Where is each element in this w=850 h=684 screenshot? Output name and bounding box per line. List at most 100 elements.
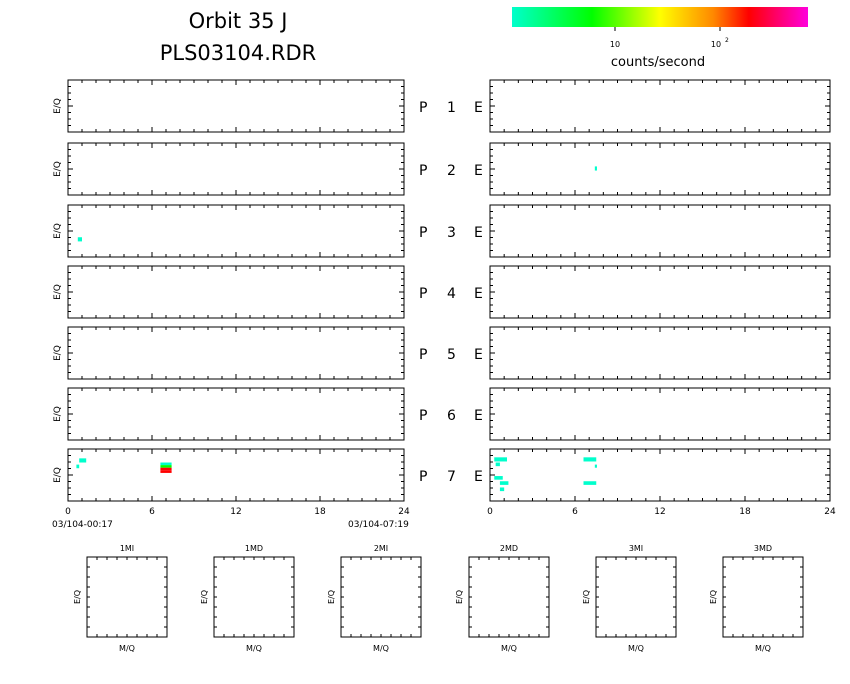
spectrogram-cell bbox=[160, 462, 172, 466]
time-axis: 0 0 6 6 12 12 18 18 24 24 bbox=[65, 507, 836, 517]
mass-panel-xlabel: M/Q bbox=[373, 644, 389, 653]
mass-panel-frame bbox=[468, 556, 550, 638]
right-time-tick-label: 18 bbox=[739, 507, 751, 517]
right-time-tick-label: 6 bbox=[572, 507, 578, 517]
panel-letter-p: P bbox=[419, 408, 427, 424]
spectrogram-cell bbox=[76, 464, 80, 469]
spectrogram-cell bbox=[494, 457, 507, 462]
title-filename: PLS03104.RDR bbox=[160, 41, 317, 65]
panel-ylabel: E/Q bbox=[53, 467, 63, 483]
spectrogram-cell bbox=[495, 462, 500, 467]
mass-panel-xlabel: M/Q bbox=[246, 644, 262, 653]
panel-letter-e: E bbox=[474, 469, 483, 485]
panel-letter-p: P bbox=[419, 286, 427, 302]
panel-number: 7 bbox=[447, 469, 456, 485]
panel-number: 1 bbox=[447, 100, 456, 116]
panel-letter-e: E bbox=[474, 408, 483, 424]
title-orbit: Orbit 35 J bbox=[189, 9, 288, 33]
spectrogram-cell bbox=[594, 464, 597, 468]
colorbar-label-10: 10 bbox=[610, 40, 620, 49]
panel-letter-e: E bbox=[474, 225, 483, 241]
panel-left-2-frame bbox=[67, 142, 405, 196]
mass-panel-xlabel: M/Q bbox=[628, 644, 644, 653]
mass-panel-frame bbox=[340, 556, 422, 638]
panel-left-4-frame bbox=[67, 265, 405, 319]
spectrogram-cells bbox=[76, 166, 597, 492]
spectrogram-cell bbox=[77, 237, 82, 242]
left-time-tick-label: 12 bbox=[230, 507, 241, 517]
mass-panel-ylabel: E/Q bbox=[582, 590, 591, 604]
spectrogram-cell bbox=[160, 465, 172, 468]
mass-panel-title: 3MI bbox=[629, 544, 643, 553]
panel-right-6-frame bbox=[489, 387, 831, 441]
mass-panel-ylabel: E/Q bbox=[327, 590, 336, 604]
right-time-tick-label: 12 bbox=[654, 507, 665, 517]
left-time-tick-label: 6 bbox=[149, 507, 155, 517]
panel-letter-p: P bbox=[419, 100, 427, 116]
spectrogram-panels: E/Q P 1 E E/Q P 2 E E/Q P 3 E E/Q P 4 E E/Q P 5 E E/Q P 6 E E/Q P… bbox=[53, 79, 831, 502]
mass-panel-ylabel: E/Q bbox=[200, 590, 209, 604]
mass-panel-ylabel: E/Q bbox=[709, 590, 718, 604]
panel-left-7-frame bbox=[67, 448, 405, 502]
mass-panel-title: 3MD bbox=[754, 544, 772, 553]
spectrogram-cell bbox=[494, 476, 503, 480]
mass-panel-xlabel: M/Q bbox=[119, 644, 135, 653]
panel-letter-e: E bbox=[474, 100, 483, 116]
panel-number: 6 bbox=[447, 408, 456, 424]
right-time-tick-label: 0 bbox=[487, 507, 493, 517]
left-time-tick-label: 24 bbox=[398, 507, 410, 517]
panel-right-5-frame bbox=[489, 326, 831, 380]
panel-left-5-frame bbox=[67, 326, 405, 380]
panel-ylabel: E/Q bbox=[53, 98, 63, 114]
panel-letter-p: P bbox=[419, 347, 427, 363]
right-time-tick-label: 24 bbox=[824, 507, 836, 517]
spectrogram-cell bbox=[79, 458, 87, 463]
spectrogram-cell bbox=[583, 481, 597, 485]
panel-number: 2 bbox=[447, 163, 456, 179]
mass-panel-ylabel: E/Q bbox=[455, 590, 464, 604]
panel-number: 5 bbox=[447, 347, 456, 363]
panel-right-7-frame bbox=[489, 448, 831, 502]
panel-letter-p: P bbox=[419, 469, 427, 485]
panel-letter-e: E bbox=[474, 163, 483, 179]
mass-panel-title: 2MI bbox=[374, 544, 388, 553]
mass-panel-title: 1MI bbox=[120, 544, 134, 553]
panel-letter-e: E bbox=[474, 347, 483, 363]
mass-panel-title: 1MD bbox=[245, 544, 263, 553]
time-end-label: 03/104-07:19 bbox=[348, 520, 409, 530]
panel-number: 4 bbox=[447, 286, 456, 302]
colorbar-label-100-exp: 2 bbox=[725, 37, 729, 44]
spectrogram-cell bbox=[499, 481, 509, 485]
panel-left-3-frame bbox=[67, 204, 405, 258]
panel-ylabel: E/Q bbox=[53, 223, 63, 239]
panel-ylabel: E/Q bbox=[53, 406, 63, 422]
panel-right-3-frame bbox=[489, 204, 831, 258]
spectrogram-cell bbox=[160, 470, 172, 473]
colorbar bbox=[512, 7, 808, 27]
mass-panel-frame bbox=[213, 556, 295, 638]
panel-ylabel: E/Q bbox=[53, 345, 63, 361]
spectrogram-cell bbox=[160, 467, 172, 471]
panel-left-1-frame bbox=[67, 79, 405, 133]
mass-panel-frame bbox=[86, 556, 168, 638]
mass-panel-xlabel: M/Q bbox=[501, 644, 517, 653]
mass-panel-frame bbox=[595, 556, 677, 638]
mass-panel-frame bbox=[722, 556, 804, 638]
mass-panel-xlabel: M/Q bbox=[755, 644, 771, 653]
panel-left-6-frame bbox=[67, 387, 405, 441]
panel-number: 3 bbox=[447, 225, 456, 241]
mass-panel-title: 2MD bbox=[500, 544, 518, 553]
time-start-label: 03/104-00:17 bbox=[52, 520, 113, 530]
mass-panels: 1MI M/Q E/Q 1MD M/Q E/Q 2MI M/Q E/Q 2MD M/Q E/Q 3MI M… bbox=[73, 544, 804, 653]
mass-panel-ylabel: E/Q bbox=[73, 590, 82, 604]
panel-letter-p: P bbox=[419, 225, 427, 241]
colorbar-title: counts/second bbox=[611, 55, 705, 70]
panel-right-2-frame bbox=[489, 142, 831, 196]
panel-ylabel: E/Q bbox=[53, 161, 63, 177]
left-time-tick-label: 18 bbox=[314, 507, 326, 517]
panel-ylabel: E/Q bbox=[53, 284, 63, 300]
spectrogram-cell bbox=[583, 457, 597, 462]
spectrogram-cell bbox=[594, 166, 597, 171]
spectrogram-cell bbox=[499, 487, 505, 492]
